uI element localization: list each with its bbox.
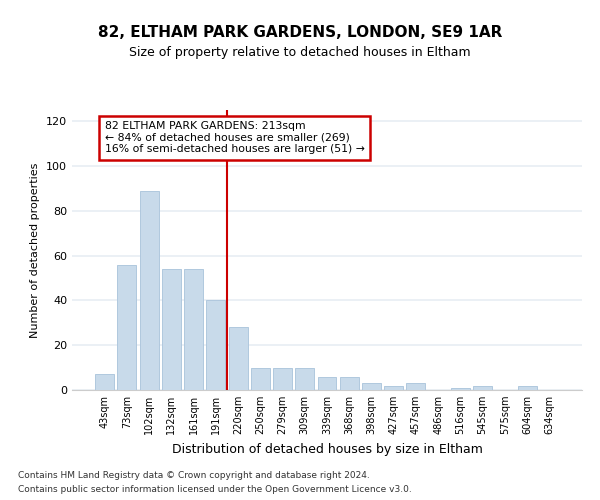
Text: Contains public sector information licensed under the Open Government Licence v3: Contains public sector information licen…: [18, 486, 412, 494]
Bar: [229, 328, 248, 390]
Text: 82, ELTHAM PARK GARDENS, LONDON, SE9 1AR: 82, ELTHAM PARK GARDENS, LONDON, SE9 1AR: [98, 25, 502, 40]
Bar: [406, 384, 425, 390]
Bar: [518, 386, 536, 390]
Bar: [340, 376, 359, 390]
Bar: [317, 376, 337, 390]
Bar: [295, 368, 314, 390]
Bar: [451, 388, 470, 390]
Bar: [140, 190, 158, 390]
Bar: [273, 368, 292, 390]
Bar: [184, 269, 203, 390]
Y-axis label: Number of detached properties: Number of detached properties: [31, 162, 40, 338]
Bar: [118, 264, 136, 390]
Bar: [362, 384, 381, 390]
Text: Size of property relative to detached houses in Eltham: Size of property relative to detached ho…: [129, 46, 471, 59]
Text: Contains HM Land Registry data © Crown copyright and database right 2024.: Contains HM Land Registry data © Crown c…: [18, 472, 370, 480]
Bar: [95, 374, 114, 390]
Bar: [384, 386, 403, 390]
Bar: [473, 386, 492, 390]
Bar: [206, 300, 225, 390]
Bar: [162, 269, 181, 390]
Bar: [251, 368, 270, 390]
Text: 82 ELTHAM PARK GARDENS: 213sqm
← 84% of detached houses are smaller (269)
16% of: 82 ELTHAM PARK GARDENS: 213sqm ← 84% of …: [104, 121, 365, 154]
X-axis label: Distribution of detached houses by size in Eltham: Distribution of detached houses by size …: [172, 442, 482, 456]
